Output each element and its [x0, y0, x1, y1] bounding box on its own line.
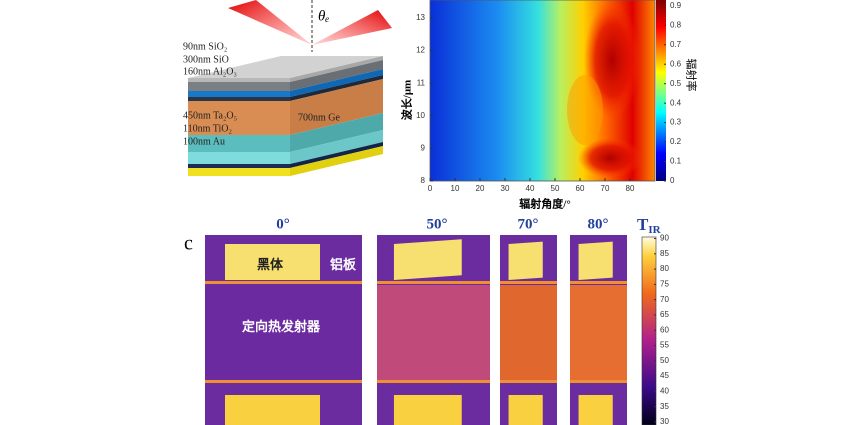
- edge-line: [205, 380, 362, 383]
- colorbar-tick-label: 35: [660, 402, 669, 411]
- colorbar-tick-label: 60: [660, 325, 669, 334]
- layer-label: 110nm TiO₂: [183, 123, 232, 134]
- beam: [312, 10, 392, 45]
- colorbar-tick-label: 65: [660, 310, 669, 319]
- cube-front: [188, 78, 290, 176]
- colorbar: [641, 236, 657, 425]
- theta-label: θₑ: [318, 8, 329, 24]
- y-tick-label: 9: [421, 143, 426, 152]
- x-tick-label: 0: [428, 184, 433, 193]
- colorbar-tick-label: 55: [660, 341, 669, 350]
- colorbar-title: TIR: [637, 215, 662, 236]
- x-tick-label: 70: [601, 184, 610, 193]
- y-tick-label: 8: [421, 176, 426, 185]
- layer-label: 450nm Ta₂O₅: [183, 110, 237, 121]
- angle-label: 80°: [588, 216, 609, 232]
- emitter-region: [205, 285, 362, 382]
- angle-label: 70°: [518, 216, 539, 232]
- y-tick-label: 13: [416, 13, 425, 22]
- blackbody-patch: [225, 395, 320, 425]
- edge-line: [500, 281, 557, 284]
- edge-line: [377, 281, 490, 284]
- colorbar-tick-label: 80: [660, 264, 669, 273]
- edge-line: [377, 380, 490, 383]
- blackbody-label: 黑体: [257, 257, 284, 272]
- colorbar-tick-label: 45: [660, 371, 669, 380]
- ge-label: 700nm Ge: [298, 112, 341, 123]
- colorbar-tick-label: 90: [660, 234, 669, 243]
- edge-line: [205, 281, 362, 284]
- colorbar-tick-label: 0: [670, 176, 675, 185]
- blackbody-patch: [393, 239, 462, 280]
- edge-line: [500, 380, 557, 383]
- colorbar: [656, 0, 666, 181]
- layer-label: 300nm SiO: [183, 54, 229, 65]
- colorbar-tick-label: 70: [660, 295, 669, 304]
- x-tick-label: 30: [501, 184, 510, 193]
- colorbar-tick-label: 40: [660, 386, 669, 395]
- colorbar-tick-label: 85: [660, 249, 669, 258]
- x-tick-label: 50: [551, 184, 560, 193]
- colorbar-tick-label: 75: [660, 279, 669, 288]
- y-tick-label: 12: [416, 46, 425, 55]
- colorbar-tick-label: 0.6: [670, 59, 682, 68]
- x-tick-label: 10: [451, 184, 460, 193]
- colorbar-title-main: T: [637, 215, 649, 234]
- blackbody-patch: [578, 395, 613, 425]
- emitter-label: 定向热发射器: [241, 319, 321, 334]
- edge-line: [570, 281, 627, 284]
- cube-top: [188, 56, 383, 78]
- panel-b: 辐射角度/° 波长/μm 辐射率: [400, 0, 698, 211]
- cube-side: [290, 56, 383, 176]
- panel-a: θₑ 700nm Ge: [188, 0, 392, 176]
- panel-label: c: [184, 233, 193, 255]
- layer-label: 100nm Au: [183, 136, 225, 147]
- plate-label: 铝板: [330, 257, 357, 272]
- colorbar-tick-label: 0.7: [670, 40, 682, 49]
- angle-label: 0°: [276, 216, 290, 232]
- x-tick-label: 80: [626, 184, 635, 193]
- blackbody-patch: [393, 395, 462, 425]
- y-tick-label: 10: [416, 111, 425, 120]
- blackbody-patch: [578, 241, 613, 280]
- colorbar-tick-label: 0.4: [670, 98, 682, 107]
- colorbar-tick-label: 30: [660, 417, 669, 425]
- y-axis-label: 波长/μm: [400, 80, 414, 120]
- x-tick-label: 40: [526, 184, 535, 193]
- plot-frame: [429, 0, 656, 182]
- emissivity-map: [430, 0, 655, 181]
- beam: [228, 0, 312, 45]
- y-tick-label: 11: [417, 78, 426, 87]
- colorbar-title-sub: IR: [648, 224, 661, 236]
- colorbar-tick-label: 0.2: [670, 137, 682, 146]
- emitter-region: [500, 285, 557, 382]
- thermal-image: [570, 235, 627, 425]
- emitter-region: [377, 285, 490, 382]
- x-tick-label: 60: [576, 184, 585, 193]
- panel-c: c TIR: [184, 215, 662, 425]
- colorbar-label: 辐射率: [684, 59, 698, 92]
- layer-label: 160nm Al₂O₃: [183, 66, 237, 77]
- edge-line: [570, 380, 627, 383]
- emitter-region: [570, 285, 627, 382]
- colorbar-tick-label: 0.1: [670, 157, 682, 166]
- blackbody-patch: [508, 241, 543, 280]
- layer-label: 90nm SiO₂: [183, 41, 227, 52]
- thermal-image: [500, 235, 557, 425]
- colorbar-tick-label: 0.8: [670, 20, 682, 29]
- colorbar-tick-label: 0.5: [670, 79, 682, 88]
- thermal-image: [205, 235, 362, 425]
- colorbar-tick-label: 0.3: [670, 118, 682, 127]
- angle-label: 50°: [427, 216, 448, 232]
- x-tick-label: 20: [476, 184, 485, 193]
- colorbar-tick-label: 0.9: [670, 1, 682, 10]
- blackbody-patch: [508, 395, 543, 425]
- thermal-image: [377, 235, 490, 425]
- colorbar-tick-label: 50: [660, 356, 669, 365]
- blackbody-patch: [225, 244, 320, 280]
- x-axis-label: 辐射角度/°: [519, 197, 570, 211]
